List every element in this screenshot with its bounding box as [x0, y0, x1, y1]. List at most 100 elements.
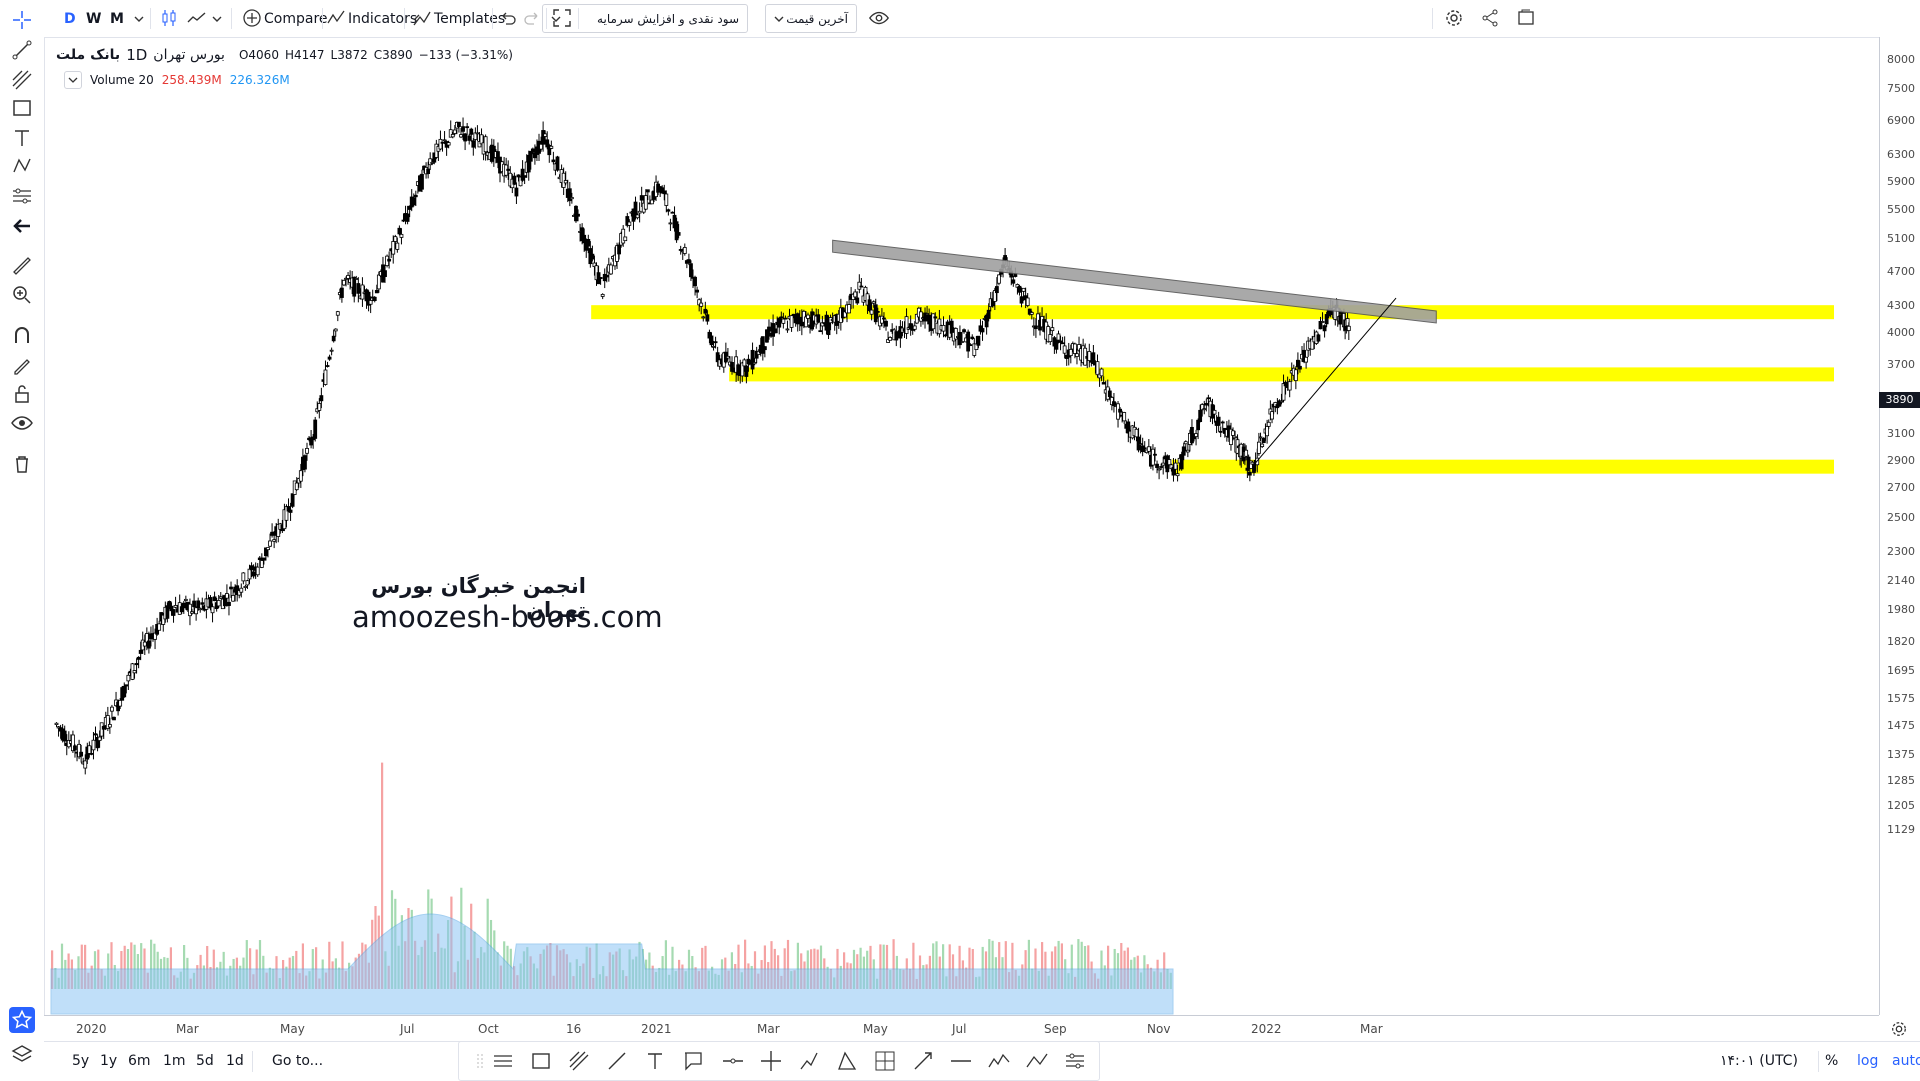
line-tool-icon[interactable] — [605, 1049, 629, 1073]
pattern-icon[interactable] — [10, 154, 34, 178]
candle-body — [695, 289, 700, 293]
candle-body — [405, 213, 410, 222]
range-1y-button[interactable]: 1y — [100, 1053, 118, 1069]
percent-scale-button[interactable]: % — [1825, 1053, 1839, 1069]
interval-m-button[interactable]: M — [110, 10, 124, 27]
zoom-icon[interactable] — [10, 283, 34, 307]
goto-date-button[interactable]: Go to... — [272, 1053, 324, 1069]
candle-body — [1261, 438, 1266, 444]
time-tick-label: Oct — [478, 1022, 499, 1036]
range-1m-button[interactable]: 1m — [163, 1053, 186, 1069]
magnet-icon[interactable] — [10, 323, 34, 347]
chevron-down-icon[interactable] — [132, 12, 146, 26]
ruler-icon[interactable] — [10, 254, 34, 278]
templates-icon[interactable] — [412, 8, 432, 28]
lock-draw-icon[interactable] — [10, 353, 34, 377]
candle-body — [555, 156, 560, 171]
price-tick-label: 1575 — [1887, 692, 1915, 705]
interval-d-button[interactable]: D — [64, 10, 76, 27]
measure-tool-icon[interactable] — [873, 1049, 897, 1073]
fib-tool-icon[interactable] — [567, 1049, 591, 1073]
forecast-tool-icon[interactable] — [1063, 1049, 1087, 1073]
chevron-down-icon — [68, 77, 78, 83]
rectangle-icon[interactable] — [10, 96, 34, 120]
path-tool-icon[interactable] — [797, 1049, 821, 1073]
top-toolbar: D W M Compare Indicators Templates سود ن… — [44, 0, 1920, 38]
text-tool-icon[interactable] — [643, 1049, 667, 1073]
fullscreen-icon[interactable] — [552, 8, 572, 28]
log-scale-button[interactable]: log — [1857, 1053, 1879, 1069]
fib-icon[interactable] — [10, 68, 34, 92]
triangle-tool-icon[interactable] — [835, 1049, 859, 1073]
drag-handle-icon[interactable] — [469, 1049, 493, 1073]
trend-line-icon[interactable] — [10, 38, 34, 62]
elliott-wave-icon[interactable] — [987, 1049, 1011, 1073]
share-icon[interactable] — [1480, 8, 1500, 28]
prediction-icon[interactable] — [10, 184, 34, 208]
candle-body — [208, 597, 213, 609]
eye-icon[interactable] — [10, 411, 34, 435]
lock-icon[interactable] — [10, 382, 34, 406]
range-6m-button[interactable]: 6m — [128, 1053, 151, 1069]
range-5y-button[interactable]: 5y — [72, 1053, 90, 1069]
volume-bar — [704, 945, 707, 989]
price-source-select[interactable]: آخرین قیمت — [765, 4, 857, 33]
candle-body — [574, 205, 578, 222]
text-icon[interactable] — [10, 126, 34, 150]
auto-scale-button[interactable]: auto — [1892, 1053, 1920, 1069]
back-arrow-icon[interactable] — [10, 214, 34, 238]
timezone-label[interactable]: ۱۴:۰۱ (UTC) — [1720, 1053, 1798, 1069]
templates-button[interactable]: Templates — [434, 10, 506, 27]
rectangle-tool-icon[interactable] — [529, 1049, 553, 1073]
settings-gear-icon[interactable] — [1444, 8, 1464, 28]
undo-icon[interactable] — [498, 8, 518, 28]
candle-body — [709, 335, 714, 346]
indicators-button[interactable]: Indicators — [348, 10, 418, 27]
compare-button[interactable]: Compare — [264, 10, 328, 27]
chart-canvas[interactable] — [45, 38, 1879, 1015]
price-axis[interactable]: 8000 7500 6900 6300 5900 5500 5100 4700 4300 4000… — [1879, 37, 1920, 1015]
candle-body — [1181, 446, 1186, 456]
candle-body — [633, 201, 638, 219]
collapse-legend-button[interactable] — [64, 71, 82, 89]
candle-body — [340, 287, 344, 298]
price-tick-label: 5500 — [1887, 203, 1915, 216]
range-5d-button[interactable]: 5d — [196, 1053, 214, 1069]
horizontal-line-icon[interactable] — [949, 1049, 973, 1073]
crosshair-icon[interactable] — [10, 8, 34, 32]
candle-body — [268, 540, 272, 547]
chevron-down-icon[interactable] — [210, 12, 224, 26]
candle-body — [533, 152, 537, 159]
indicators-icon[interactable] — [326, 8, 346, 28]
trash-icon[interactable] — [10, 452, 34, 476]
horizontal-lines-icon[interactable] — [491, 1049, 515, 1073]
candles-icon[interactable] — [158, 7, 180, 29]
candle-body — [110, 706, 114, 712]
arrow-tool-icon[interactable] — [911, 1049, 935, 1073]
interval-w-button[interactable]: W — [86, 10, 102, 27]
time-tick-label: May — [280, 1022, 305, 1036]
watchlist-star-button[interactable] — [9, 1007, 35, 1033]
dividends-select[interactable]: سود نقدی و افزایش سرمایه — [542, 4, 748, 33]
compare-plus-icon[interactable] — [242, 8, 262, 28]
symbol-name[interactable]: بانک ملت — [56, 47, 121, 63]
axis-settings-gear-icon[interactable] — [1888, 1020, 1910, 1038]
redo-icon[interactable] — [522, 8, 542, 28]
support-zone — [729, 367, 1834, 382]
volume-bar — [869, 945, 872, 989]
candle-body — [994, 286, 999, 294]
callout-tool-icon[interactable] — [681, 1049, 705, 1073]
time-tick-label: Mar — [176, 1022, 199, 1036]
time-axis[interactable]: 2020 Mar May Jul Oct 16 2021 Mar May Jul Sep Nov 202… — [44, 1015, 1879, 1042]
eye-icon[interactable] — [868, 7, 890, 29]
cross-line-icon[interactable] — [759, 1049, 783, 1073]
support-zone — [591, 305, 1834, 320]
layers-icon[interactable] — [10, 1042, 34, 1066]
volume-label[interactable]: Volume 20 — [90, 73, 154, 87]
horizontal-ray-icon[interactable] — [721, 1049, 745, 1073]
price-tick-label: 1475 — [1887, 719, 1915, 732]
abc-pattern-icon[interactable] — [1025, 1049, 1049, 1073]
range-1d-button[interactable]: 1d — [226, 1053, 244, 1069]
snapshot-icon[interactable] — [1516, 8, 1536, 28]
line-chart-icon[interactable] — [186, 7, 208, 29]
